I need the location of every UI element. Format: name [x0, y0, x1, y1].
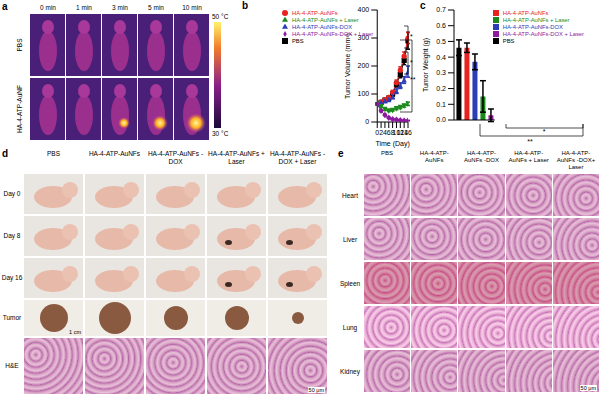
- svg-text:0.7: 0.7: [436, 6, 446, 13]
- svg-text:5 min: 5 min: [148, 4, 164, 11]
- svg-text:16: 16: [404, 129, 412, 136]
- svg-text:400: 400: [358, 6, 370, 13]
- svg-text:**: **: [527, 138, 533, 145]
- svg-text:10 min: 10 min: [182, 4, 202, 11]
- svg-text:0: 0: [365, 118, 369, 125]
- svg-text:100: 100: [358, 90, 370, 97]
- svg-text:0 min: 0 min: [40, 4, 56, 11]
- svg-text:Time (Day): Time (Day): [375, 140, 409, 148]
- svg-text:3 min: 3 min: [112, 4, 128, 11]
- svg-text:0.3: 0.3: [436, 69, 446, 76]
- svg-text:50 °C: 50 °C: [212, 13, 229, 20]
- svg-text:Tumor Weight (g): Tumor Weight (g): [422, 38, 430, 92]
- svg-text:HA-4-ATP-AuNF: HA-4-ATP-AuNF: [16, 85, 23, 133]
- svg-text:0.2: 0.2: [436, 85, 446, 92]
- svg-text:200: 200: [358, 62, 370, 69]
- svg-text:30 °C: 30 °C: [212, 130, 229, 137]
- svg-text:PBS: PBS: [16, 38, 23, 52]
- svg-text:*: *: [410, 59, 413, 66]
- svg-text:Tumor Volume (mm³): Tumor Volume (mm³): [344, 33, 352, 99]
- svg-text:0.6: 0.6: [436, 22, 446, 29]
- svg-text:0.0: 0.0: [436, 116, 446, 123]
- svg-text:**: **: [410, 76, 416, 83]
- svg-text:0.5: 0.5: [436, 38, 446, 45]
- svg-text:300: 300: [358, 34, 370, 41]
- svg-text:0.4: 0.4: [436, 54, 446, 61]
- svg-text:1 min: 1 min: [76, 4, 92, 11]
- svg-text:*: *: [410, 33, 413, 40]
- svg-text:0.1: 0.1: [436, 101, 446, 108]
- svg-text:*: *: [543, 128, 546, 135]
